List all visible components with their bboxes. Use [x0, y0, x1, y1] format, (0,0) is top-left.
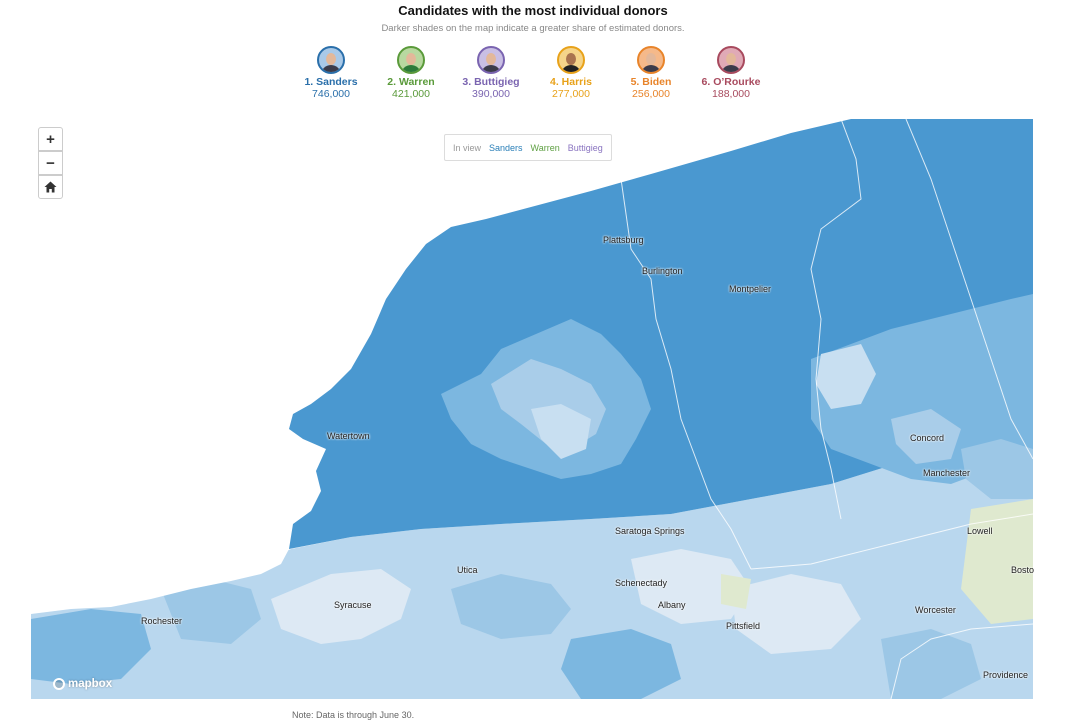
- city-label: Pittsfield: [726, 621, 761, 631]
- city-label: Watertown: [327, 431, 370, 441]
- avatar: [317, 46, 345, 74]
- candidate-name: 2. Warren: [387, 76, 435, 88]
- home-button[interactable]: [38, 175, 63, 199]
- mapbox-logo-icon: [53, 678, 65, 690]
- candidate-name: 5. Biden: [630, 76, 672, 88]
- legend-in-view: In view Sanders Warren Buttigieg: [444, 134, 612, 161]
- candidate-count: 746,000: [312, 88, 350, 100]
- legend-item-sanders: Sanders: [489, 142, 523, 153]
- city-label: Syracuse: [334, 600, 372, 610]
- city-label: Burlington: [642, 266, 683, 276]
- city-label: Worcester: [915, 605, 956, 615]
- city-label: Montpelier: [729, 284, 772, 294]
- avatar: [477, 46, 505, 74]
- zoom-out-button[interactable]: −: [38, 151, 63, 175]
- candidate-count: 188,000: [712, 88, 750, 100]
- candidate-name: 4. Harris: [549, 76, 593, 88]
- home-icon: [44, 181, 57, 193]
- candidate-count: 421,000: [392, 88, 430, 100]
- map-canvas[interactable]: [31, 119, 1033, 699]
- zoom-in-button[interactable]: +: [38, 127, 63, 151]
- legend-item-warren: Warren: [530, 142, 560, 153]
- avatar: [637, 46, 665, 74]
- legend-item-buttigieg: Buttigieg: [567, 142, 603, 153]
- city-label: Schenectady: [615, 578, 668, 588]
- donor-map[interactable]: [31, 119, 1033, 699]
- data-note: Note: Data is through June 30.: [292, 710, 415, 720]
- city-label: Manchester: [923, 468, 971, 478]
- mapbox-attribution[interactable]: mapbox: [53, 678, 112, 690]
- avatar: [717, 46, 745, 74]
- avatar: [557, 46, 585, 74]
- candidate-orourke: 6. O’Rourke 188,000: [691, 46, 771, 100]
- candidate-count: 390,000: [472, 88, 510, 100]
- candidate-biden: 5. Biden 256,000: [611, 46, 691, 100]
- chart-title: Candidates with the most individual dono…: [398, 3, 668, 18]
- candidate-count: 256,000: [632, 88, 670, 100]
- chart-subtitle: Darker shades on the map indicate a grea…: [381, 23, 685, 34]
- candidate-name: 1. Sanders: [304, 76, 358, 88]
- city-label: Utica: [457, 565, 478, 575]
- candidate-harris: 4. Harris 277,000: [531, 46, 611, 100]
- city-label: Concord: [910, 433, 945, 443]
- candidate-sanders: 1. Sanders 746,000: [291, 46, 371, 100]
- mapbox-text: mapbox: [68, 678, 113, 690]
- legend-label: In view: [453, 142, 482, 153]
- city-label: Albany: [658, 600, 686, 610]
- candidate-buttigieg: 3. Buttigieg 390,000: [451, 46, 531, 100]
- city-label: Bosto: [1011, 565, 1035, 575]
- candidate-warren: 2. Warren 421,000: [371, 46, 451, 100]
- candidate-name: 6. O’Rourke: [701, 76, 761, 88]
- city-label: Saratoga Springs: [615, 526, 685, 536]
- candidate-count: 277,000: [552, 88, 590, 100]
- avatar: [397, 46, 425, 74]
- city-label: Providence: [983, 670, 1029, 680]
- city-label: Rochester: [141, 616, 183, 626]
- candidate-name: 3. Buttigieg: [462, 76, 520, 88]
- city-label: Plattsburg: [603, 235, 644, 245]
- city-label: Lowell: [967, 526, 993, 536]
